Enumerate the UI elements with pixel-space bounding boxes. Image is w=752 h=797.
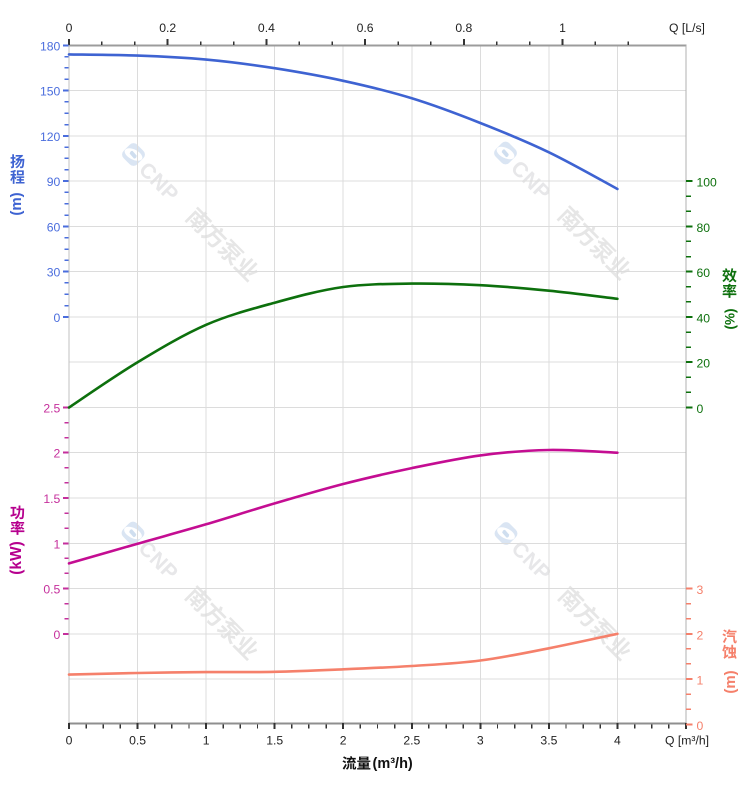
svg-text:60: 60 — [47, 220, 61, 234]
svg-text:150: 150 — [40, 85, 61, 99]
svg-text:40: 40 — [697, 311, 711, 325]
svg-text:120: 120 — [40, 130, 61, 144]
svg-text:0: 0 — [54, 311, 61, 325]
svg-text:1: 1 — [697, 674, 704, 688]
svg-text:0.2: 0.2 — [159, 21, 176, 35]
svg-text:1.5: 1.5 — [266, 734, 283, 748]
svg-text:(m³/h): (m³/h) — [373, 756, 413, 772]
svg-text:0.5: 0.5 — [129, 734, 146, 748]
svg-text:30: 30 — [47, 266, 61, 280]
svg-text:0: 0 — [54, 628, 61, 642]
svg-text:(kW): (kW) — [8, 541, 25, 575]
svg-text:20: 20 — [697, 357, 711, 371]
svg-text:(m): (m) — [722, 670, 739, 693]
svg-text:1: 1 — [203, 734, 210, 748]
svg-text:2.5: 2.5 — [403, 734, 420, 748]
svg-text:3: 3 — [697, 583, 704, 597]
svg-text:4: 4 — [614, 734, 621, 748]
svg-text:2: 2 — [697, 628, 704, 642]
svg-text:1: 1 — [559, 21, 566, 35]
svg-text:1.5: 1.5 — [43, 492, 60, 506]
svg-text:2: 2 — [54, 447, 61, 461]
svg-text:3: 3 — [477, 734, 484, 748]
svg-text:1: 1 — [54, 537, 61, 551]
svg-text:3.5: 3.5 — [540, 734, 557, 748]
svg-text:90: 90 — [47, 175, 61, 189]
svg-text:80: 80 — [697, 221, 711, 235]
svg-text:(%): (%) — [723, 309, 738, 330]
svg-text:0: 0 — [697, 719, 704, 733]
svg-text:180: 180 — [40, 39, 61, 53]
svg-text:2.5: 2.5 — [43, 402, 60, 416]
svg-text:0.5: 0.5 — [43, 583, 60, 597]
svg-text:Q [L/s]: Q [L/s] — [669, 21, 705, 35]
svg-text:Q [m³/h]: Q [m³/h] — [665, 734, 709, 748]
svg-text:0.6: 0.6 — [357, 21, 374, 35]
svg-text:0: 0 — [66, 21, 73, 35]
svg-text:0: 0 — [697, 402, 704, 416]
svg-text:0.8: 0.8 — [455, 21, 472, 35]
svg-text:0: 0 — [66, 734, 73, 748]
svg-text:100: 100 — [697, 176, 718, 190]
svg-text:2: 2 — [340, 734, 347, 748]
svg-text:0.4: 0.4 — [258, 21, 275, 35]
svg-text:(m): (m) — [8, 192, 25, 215]
svg-text:60: 60 — [697, 266, 711, 280]
